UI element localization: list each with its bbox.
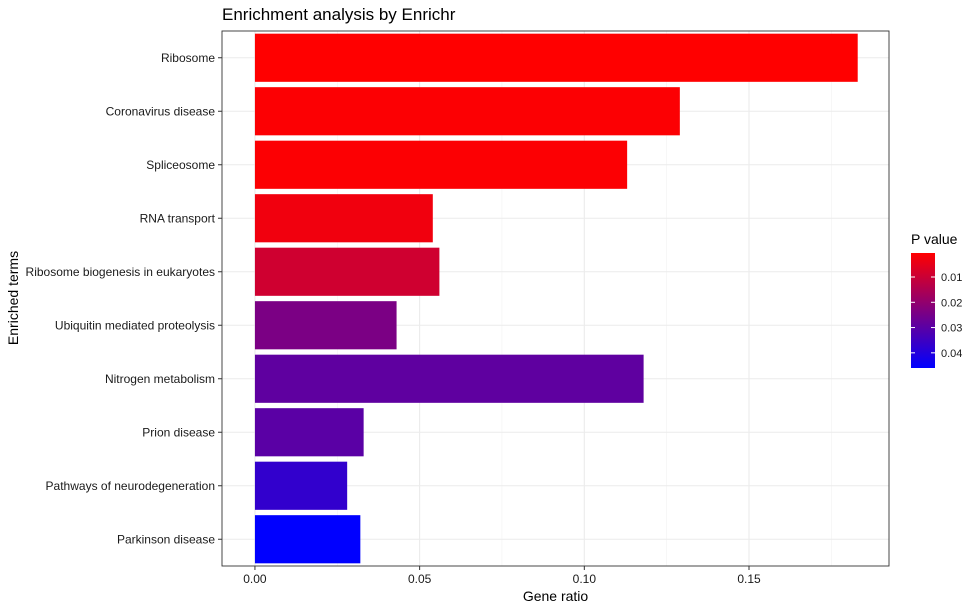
bar-pathways-of-neurodegeneration: [254, 461, 348, 510]
y-tick-label: RNA transport: [140, 211, 216, 225]
y-tick-label: Coronavirus disease: [106, 104, 216, 118]
legend-tick-label: 0.03: [941, 323, 962, 335]
legend-title: P value: [911, 231, 958, 247]
y-tick-label: Spliceosome: [146, 158, 215, 172]
bar-coronavirus-disease: [254, 87, 680, 136]
x-tick-label: 0.00: [243, 572, 267, 586]
bar-ribosome-biogenesis-in-eukaryotes: [254, 247, 440, 296]
chart-title: Enrichment analysis by Enrichr: [222, 5, 456, 24]
y-tick-label: Prion disease: [142, 425, 215, 439]
bar-ubiquitin-mediated-proteolysis: [254, 301, 397, 350]
x-tick-label: 0.10: [573, 572, 597, 586]
y-tick-label: Parkinson disease: [117, 532, 215, 546]
legend-tick-label: 0.01: [941, 272, 962, 284]
x-tick-label: 0.05: [408, 572, 432, 586]
y-tick-label: Ribosome: [161, 51, 215, 65]
legend-colorbar: [911, 253, 935, 368]
x-axis-title: Gene ratio: [523, 588, 589, 604]
p-value-legend: P value 0.01 0.02 0.03 0.04: [911, 231, 962, 368]
bar-rna-transport: [254, 194, 433, 243]
legend-tick-label: 0.04: [941, 348, 962, 360]
y-axis-title: Enriched terms: [5, 251, 21, 345]
bar-layer: [254, 33, 858, 564]
y-tick-label: Nitrogen metabolism: [105, 372, 215, 386]
y-tick-label: Pathways of neurodegeneration: [46, 479, 215, 493]
x-tick-label: 0.15: [737, 572, 761, 586]
bar-prion-disease: [254, 408, 364, 457]
plot-panel-border: [221, 30, 890, 567]
bar-nitrogen-metabolism: [254, 354, 644, 403]
legend-ticks: 0.01 0.02 0.03 0.04: [911, 272, 962, 360]
x-axis-ticks: 0.00 0.05 0.10 0.15: [243, 566, 761, 586]
y-axis-ticks: Ribosome Coronavirus disease Spliceosome RN…: [26, 51, 222, 546]
y-tick-label: Ubiquitin mediated proteolysis: [55, 318, 215, 332]
bar-parkinson-disease: [254, 515, 361, 564]
legend-tick-label: 0.02: [941, 297, 962, 309]
bar-ribosome: [254, 33, 858, 82]
y-tick-label: Ribosome biogenesis in eukaryotes: [26, 265, 215, 279]
bar-spliceosome: [254, 140, 628, 189]
